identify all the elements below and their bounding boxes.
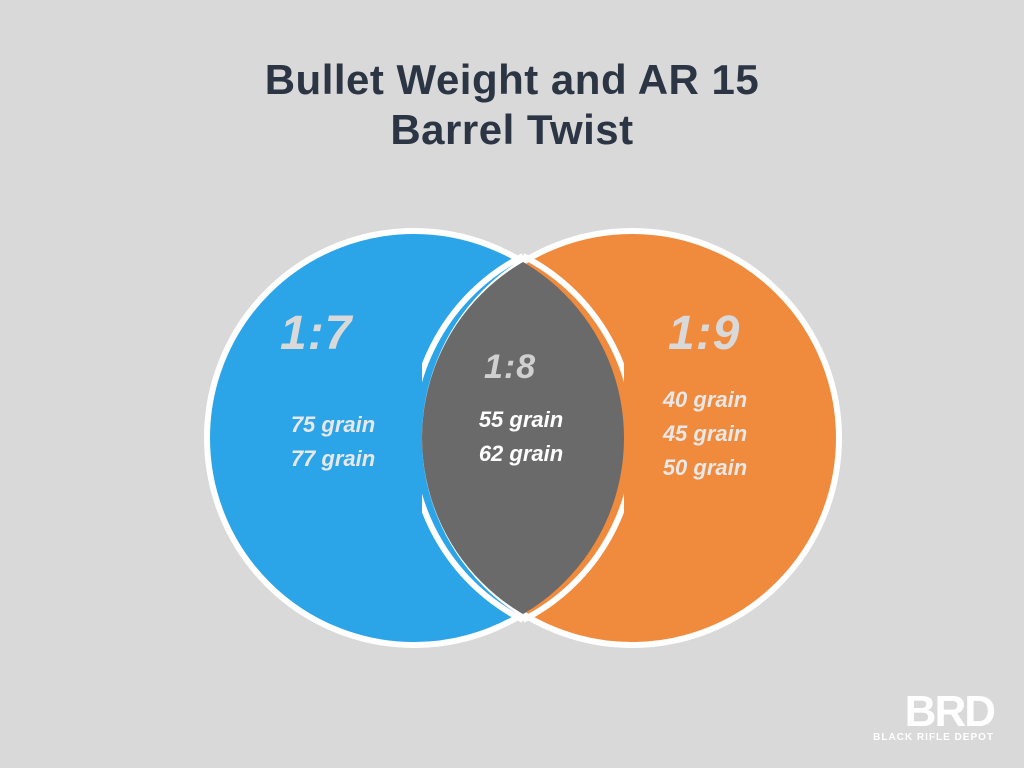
logo-subtext: BLACK RIFLE DEPOT [873,732,994,743]
grain-item: 55 grain [456,403,586,437]
title-line-1: Bullet Weight and AR 15 [265,56,760,103]
brand-logo: BRD BLACK RIFLE DEPOT [873,690,994,743]
grains-right: 40 grain 45 grain 50 grain [640,383,770,485]
title-line-2: Barrel Twist [390,106,633,153]
ratio-right: 1:9 [668,306,740,361]
ratio-intersection: 1:8 [484,348,536,387]
logo-text: BRD [873,690,994,734]
grains-left: 75 grain 77 grain [268,408,398,476]
grain-item: 75 grain [268,408,398,442]
grain-item: 50 grain [640,451,770,485]
venn-diagram: 1:7 1:9 1:8 75 grain 77 grain 55 grain 6… [0,228,1024,688]
grain-item: 62 grain [456,437,586,471]
ratio-left: 1:7 [280,306,352,361]
grain-item: 77 grain [268,442,398,476]
grains-intersection: 55 grain 62 grain [456,403,586,471]
page-title: Bullet Weight and AR 15 Barrel Twist [0,55,1024,156]
grain-item: 45 grain [640,417,770,451]
grain-item: 40 grain [640,383,770,417]
